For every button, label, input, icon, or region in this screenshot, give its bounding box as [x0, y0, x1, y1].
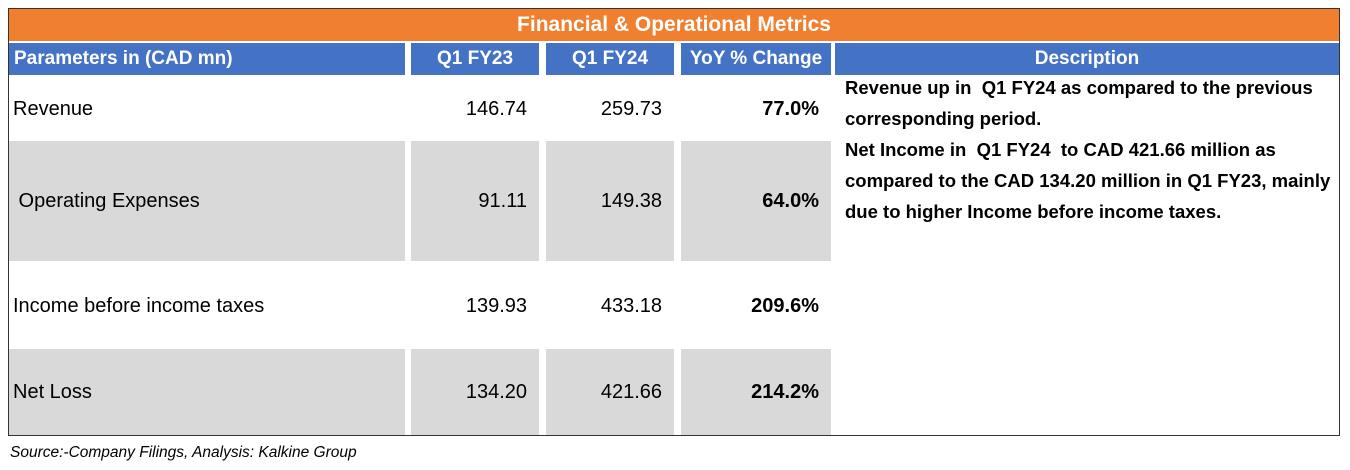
row-revenue-q1fy23: 146.74: [465, 97, 527, 120]
row-netloss-q1fy24: 421.66: [546, 349, 674, 435]
row-ibt-yoy: 209.6%: [751, 294, 819, 317]
row-netloss-q1fy23: 134.20: [411, 349, 539, 435]
header-description: Description: [835, 43, 1339, 75]
table-title: Financial & Operational Metrics: [9, 9, 1339, 41]
description-paragraph-revenue: Revenue up in Q1 FY24 as compared to the…: [845, 77, 1318, 129]
row-netloss-yoy: 214.2%: [681, 349, 831, 435]
header-yoy: YoY % Change: [681, 43, 831, 75]
row-ibt-q1fy24: 433.18: [600, 294, 662, 317]
metrics-table: Financial & Operational Metrics Paramete…: [8, 8, 1340, 436]
source-note: Source:-Company Filings, Analysis: Kalki…: [10, 444, 357, 461]
row-opex-q1fy24: 149.38: [546, 141, 674, 261]
row-revenue-q1fy24: 259.73: [600, 97, 662, 120]
row-ibt-label: Income before income taxes: [13, 294, 265, 317]
row-revenue-label: Revenue: [13, 97, 94, 120]
description-paragraph-net-income: Net Income in Q1 FY24 to CAD 421.66 mill…: [845, 139, 1336, 222]
row-ibt-q1fy23: 139.93: [465, 294, 527, 317]
row-opex-q1fy23: 91.11: [411, 141, 539, 261]
row-netloss-label: Net Loss: [9, 349, 405, 435]
row-opex-yoy: 64.0%: [681, 141, 831, 261]
row-revenue-yoy: 77.0%: [762, 97, 819, 120]
description-text: Revenue up in Q1 FY24 as compared to the…: [845, 72, 1335, 227]
header-q1fy24: Q1 FY24: [546, 43, 674, 75]
header-parameters: Parameters in (CAD mn): [9, 43, 405, 75]
header-q1fy23: Q1 FY23: [411, 43, 539, 75]
row-opex-label: Operating Expenses: [9, 141, 405, 261]
